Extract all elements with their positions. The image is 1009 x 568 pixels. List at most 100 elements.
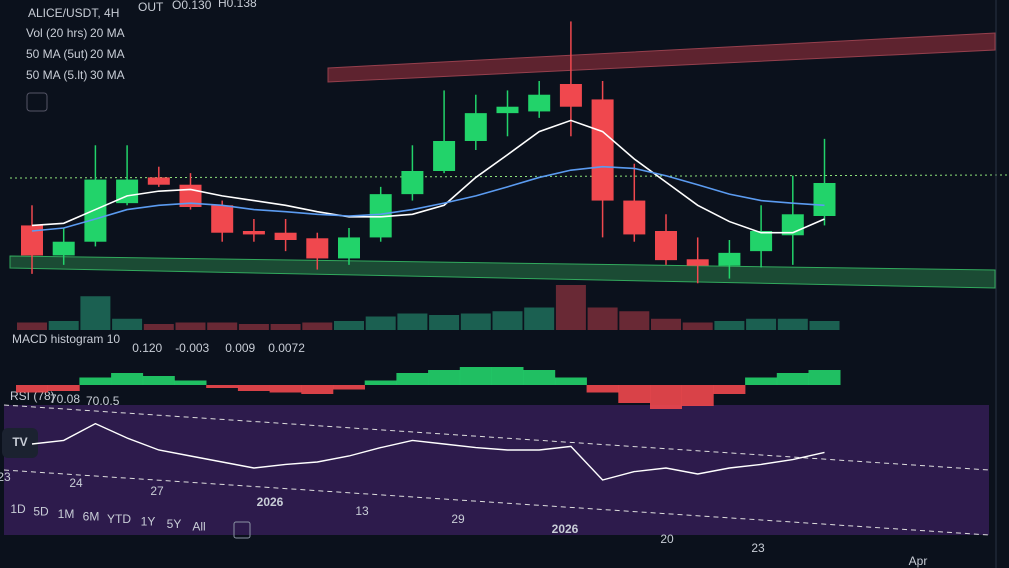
resistance-zone — [327, 32, 996, 83]
calendar-icon[interactable] — [233, 521, 251, 539]
candle-body — [464, 113, 487, 141]
macd-bar — [681, 385, 714, 406]
range-button[interactable]: 5Y — [167, 517, 182, 531]
macd-bar — [745, 377, 778, 385]
candle-body — [401, 171, 424, 195]
volume-bar — [238, 324, 269, 330]
legend-name: 50 MA (5.lt) — [26, 68, 87, 82]
logo — [2, 428, 38, 458]
macd-bar — [111, 373, 144, 385]
price-line — [9, 174, 1009, 179]
symbol: ALICE/USDT, 4H — [28, 6, 119, 20]
candle-body — [21, 225, 43, 256]
macd-bar — [650, 385, 682, 409]
x-tick-label: Apr — [909, 554, 928, 568]
volume-bar — [460, 313, 491, 330]
candle-body — [52, 241, 75, 256]
macd-reading: 0.120 — [132, 341, 162, 355]
macd-bar — [808, 370, 841, 385]
rsi-upper — [3, 404, 990, 471]
candle-body — [591, 99, 614, 201]
range-button[interactable]: All — [192, 520, 205, 534]
volume-bar — [80, 296, 111, 330]
legend-name: 50 MA (5ut) — [26, 47, 88, 61]
macd-bar — [618, 385, 651, 403]
candle-body — [84, 179, 107, 242]
macd-bar — [206, 385, 239, 388]
volume-bar — [365, 316, 396, 330]
macd-reading: -0.003 — [175, 341, 209, 355]
volume-bar — [397, 313, 428, 330]
candle-body — [211, 205, 234, 233]
macd-reading: 0.0072 — [268, 341, 305, 355]
candle-body — [306, 238, 329, 259]
range-button[interactable]: 1M — [58, 507, 75, 521]
x-tick-label: 23 — [751, 541, 765, 555]
volume-bar — [175, 322, 206, 330]
range-button[interactable]: YTD — [107, 512, 131, 526]
volume-bar — [524, 307, 555, 330]
range-button[interactable]: 1D — [10, 502, 26, 516]
volume-bar — [555, 285, 586, 330]
x-tick-label: 20 — [660, 532, 674, 546]
volume-bar — [714, 321, 745, 330]
candle-body — [559, 84, 582, 107]
ma-line — [31, 119, 825, 234]
x-tick-label: 29 — [451, 512, 465, 526]
volume-bar — [809, 321, 840, 330]
collapse-button[interactable] — [26, 92, 48, 112]
candle-body — [528, 94, 551, 112]
status: OUT — [138, 0, 164, 14]
volume-bar — [302, 322, 333, 330]
candle-body — [338, 237, 360, 259]
range-button[interactable]: 6M — [83, 510, 100, 524]
macd-bar — [713, 385, 746, 394]
volume-bar — [777, 318, 808, 330]
candle-body — [116, 179, 139, 204]
candle-body — [686, 259, 709, 266]
legend-label: 20 MA — [90, 47, 125, 61]
macd-bar — [428, 370, 461, 385]
candle-body — [147, 177, 170, 185]
volume-bar — [746, 318, 777, 330]
volume-bar — [48, 321, 79, 330]
rsi-reading: 70.0.5 — [86, 394, 120, 408]
macd-title: MACD histogram 10 — [12, 332, 120, 346]
rsi-lower — [3, 469, 990, 536]
candle-body — [274, 232, 297, 240]
macd-bar — [364, 380, 397, 385]
volume-bar — [492, 311, 523, 330]
volume-bar — [17, 322, 47, 330]
support-zone — [9, 255, 996, 289]
macd-bar — [459, 367, 492, 385]
rsi-line — [31, 422, 825, 481]
macd-bar — [586, 385, 619, 393]
volume-bar — [429, 315, 460, 330]
macd-bar — [776, 373, 809, 385]
macd-bar — [269, 385, 302, 393]
range-button[interactable]: 1Y — [141, 515, 156, 529]
macd-bar — [47, 385, 80, 391]
x-tick-label: 2026 — [257, 495, 284, 509]
volume-bar — [143, 324, 174, 330]
range-button[interactable]: 5D — [33, 505, 49, 519]
volume-bar — [682, 322, 713, 330]
macd-bar — [523, 370, 556, 385]
macd-bar — [554, 377, 587, 385]
macd-bar — [142, 376, 175, 385]
candle-body — [750, 231, 773, 252]
legend-name: Vol (20 hrs) — [26, 26, 87, 40]
volume-bar — [270, 324, 301, 330]
ohlc-high: H0.138 — [218, 0, 257, 10]
volume-bar — [619, 311, 650, 330]
candle-body — [433, 141, 456, 171]
macd-bar — [79, 377, 112, 385]
macd-reading: 0.009 — [225, 341, 255, 355]
candle-body — [813, 183, 836, 216]
ma-line — [31, 165, 825, 232]
volume-bar — [334, 321, 364, 330]
legend-label: 30 MA — [90, 68, 125, 82]
x-tick-label: 13 — [355, 504, 369, 518]
